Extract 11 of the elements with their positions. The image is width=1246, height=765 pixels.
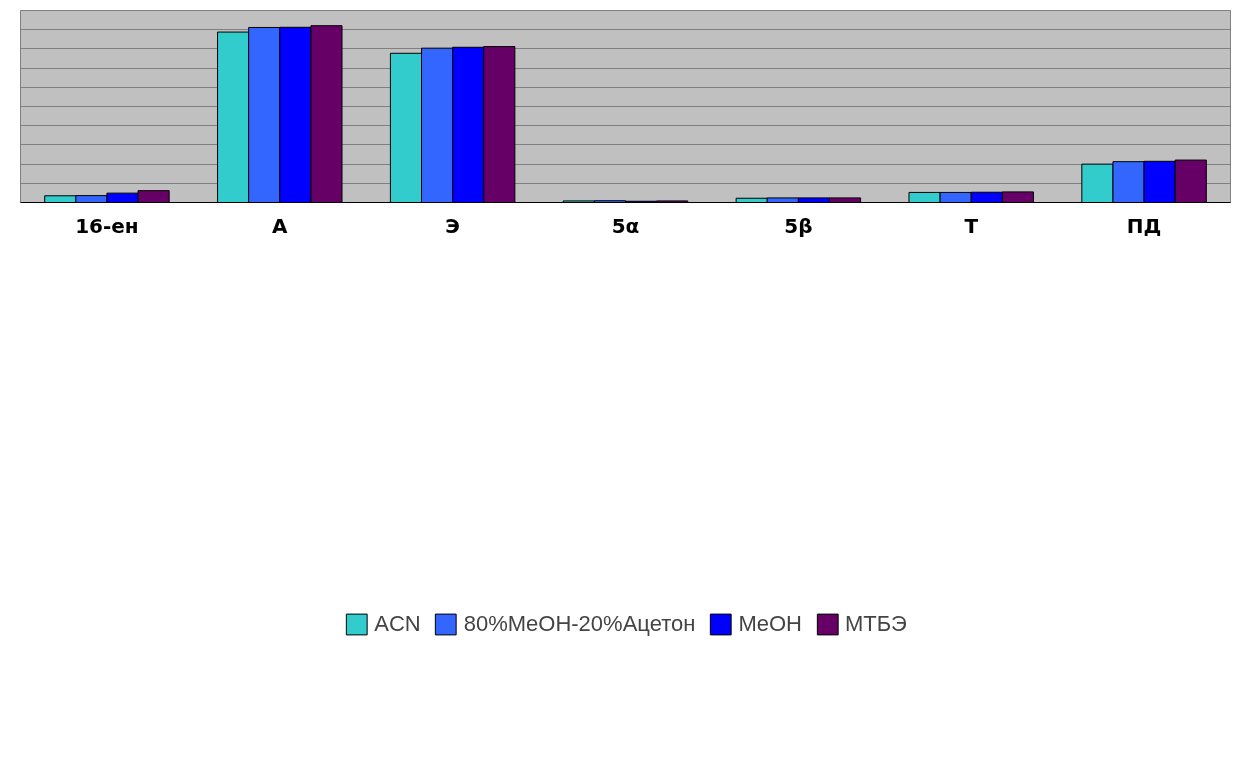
legend-label: MeOH — [738, 610, 802, 637]
x-tick-label: А — [272, 213, 289, 238]
x-tick-label: 5α — [611, 213, 640, 238]
x-tick-label: 5β — [784, 213, 813, 238]
x-tick-label: ПД — [1126, 213, 1162, 238]
legend-label: 80%MeOH-20%Ацетон — [463, 610, 696, 637]
x-tick-label: Э — [445, 213, 460, 238]
x-tick-label: Т — [964, 213, 979, 238]
x-tick-label: 16-ен — [75, 213, 139, 238]
legend-label: ACN — [374, 610, 421, 637]
legend-label: MTБЭ — [844, 610, 907, 637]
